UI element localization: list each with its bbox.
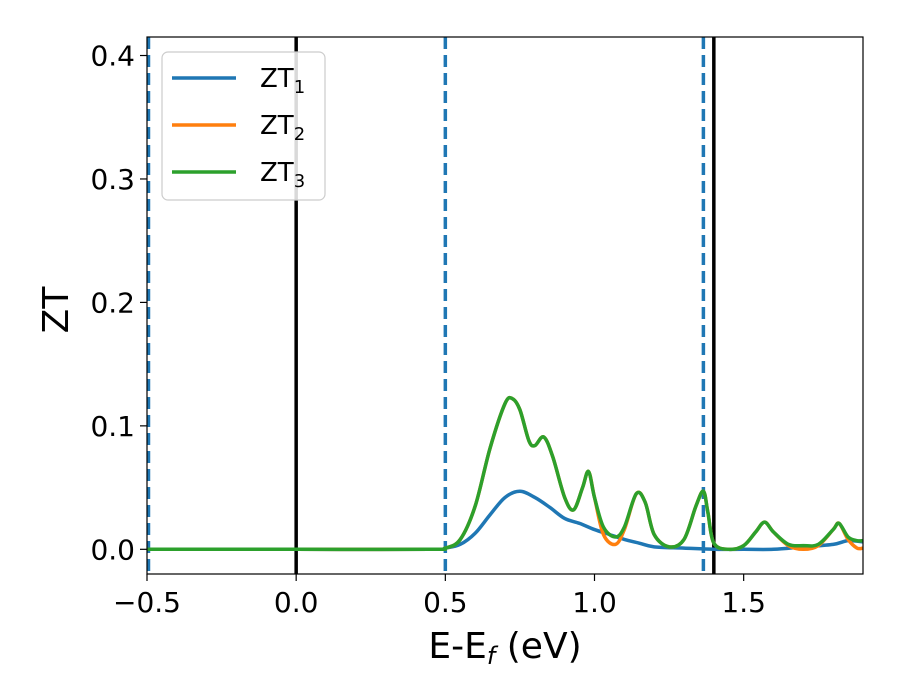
y-tick-label: 0.1 — [90, 410, 135, 443]
legend-label: ZT2 — [260, 111, 305, 145]
x-tick-label: 0.0 — [274, 586, 319, 619]
series-line-1 — [147, 489, 863, 552]
y-tick-label: 0.0 — [90, 533, 135, 566]
legend-box — [161, 51, 326, 201]
legend-label: ZT1 — [260, 64, 305, 98]
x-tick-label: 1.5 — [721, 586, 766, 619]
series-lines — [147, 395, 863, 552]
x-tick-label: 0.5 — [423, 586, 468, 619]
legend-item-1: ZT1 — [172, 64, 305, 98]
x-axis-ticks: −0.5 0.0 0.5 1.0 1.5 — [113, 574, 766, 619]
y-tick-label: 0.3 — [90, 163, 135, 196]
x-tick-label: 1.0 — [572, 586, 617, 619]
x-tick-label: −0.5 — [113, 586, 181, 619]
y-tick-label: 0.2 — [90, 286, 135, 319]
legend-label: ZT3 — [260, 158, 305, 192]
series-line-2 — [147, 395, 863, 552]
series-line-3 — [147, 395, 863, 552]
y-tick-label: 0.4 — [90, 40, 135, 73]
y-axis-label: ZT — [36, 286, 77, 334]
legend-item-2: ZT2 — [172, 111, 305, 145]
legend-item-3: ZT3 — [172, 158, 305, 192]
legend: ZT1 ZT2 ZT3 — [161, 51, 326, 201]
x-axis-label: E-Ef (eV) — [428, 626, 581, 670]
y-axis-ticks: 0.0 0.1 0.2 0.3 0.4 — [90, 40, 147, 566]
plot-frame — [146, 36, 864, 575]
x-axis-label-unit: (eV) — [495, 626, 581, 667]
